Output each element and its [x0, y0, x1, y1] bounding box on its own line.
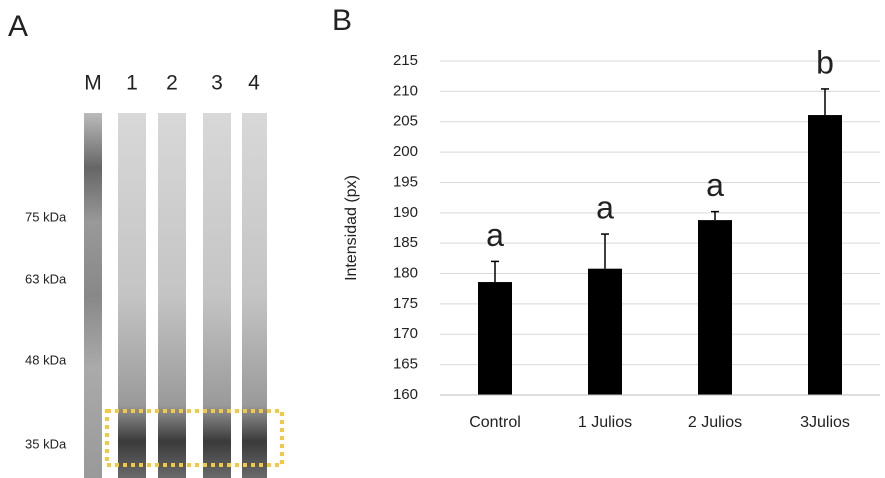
y-tick-label: 195 [393, 173, 418, 190]
marker-label: 35 kDa [25, 436, 67, 451]
gel-lane [158, 113, 186, 478]
y-tick-label: 200 [393, 143, 418, 160]
gel-lane [118, 113, 146, 478]
x-tick-label: Control [469, 414, 521, 431]
x-tick-label: 2 Julios [688, 414, 742, 431]
y-tick-label: 180 [393, 265, 418, 282]
y-tick-label: 215 [393, 52, 418, 69]
highlight-box [105, 409, 284, 467]
y-tick-label: 185 [393, 234, 418, 251]
y-tick-label: 165 [393, 356, 418, 373]
y-tick-label: 170 [393, 325, 418, 342]
error-bar [601, 233, 609, 269]
marker-label: 48 kDa [25, 352, 67, 367]
bar [808, 115, 842, 395]
lane-label: 1 [126, 72, 138, 95]
error-bar [821, 88, 829, 116]
lane-label: 2 [166, 72, 178, 95]
annotation: a [706, 167, 724, 203]
y-tick-label: 205 [393, 113, 418, 130]
y-tick-label: 160 [393, 386, 418, 403]
lane-label: 4 [248, 72, 260, 95]
marker-label: 75 kDa [25, 209, 67, 224]
x-tick-label: 3Julios [800, 414, 850, 431]
gel-lane [242, 113, 267, 478]
y-tick-label: 190 [393, 204, 418, 221]
annotation: a [486, 217, 504, 253]
gel [84, 113, 284, 478]
error-bar [711, 210, 719, 221]
gel-lane [203, 113, 231, 478]
panel-label: B [332, 4, 352, 37]
y-axis-label: Intensidad (px) [343, 175, 360, 281]
lane-label: M [84, 72, 102, 95]
bar [698, 220, 732, 395]
y-tick-label: 210 [393, 82, 418, 99]
bar [478, 282, 512, 395]
x-tick-label: 1 Julios [578, 414, 632, 431]
lane-label: 3 [211, 72, 223, 95]
annotation: a [596, 190, 614, 226]
marker-label: 63 kDa [25, 271, 67, 286]
y-tick-label: 175 [393, 295, 418, 312]
annotation: b [816, 44, 834, 80]
panel-label: A [8, 10, 28, 43]
bar [588, 268, 622, 395]
gel-lane [84, 113, 102, 478]
error-bar [491, 260, 499, 283]
